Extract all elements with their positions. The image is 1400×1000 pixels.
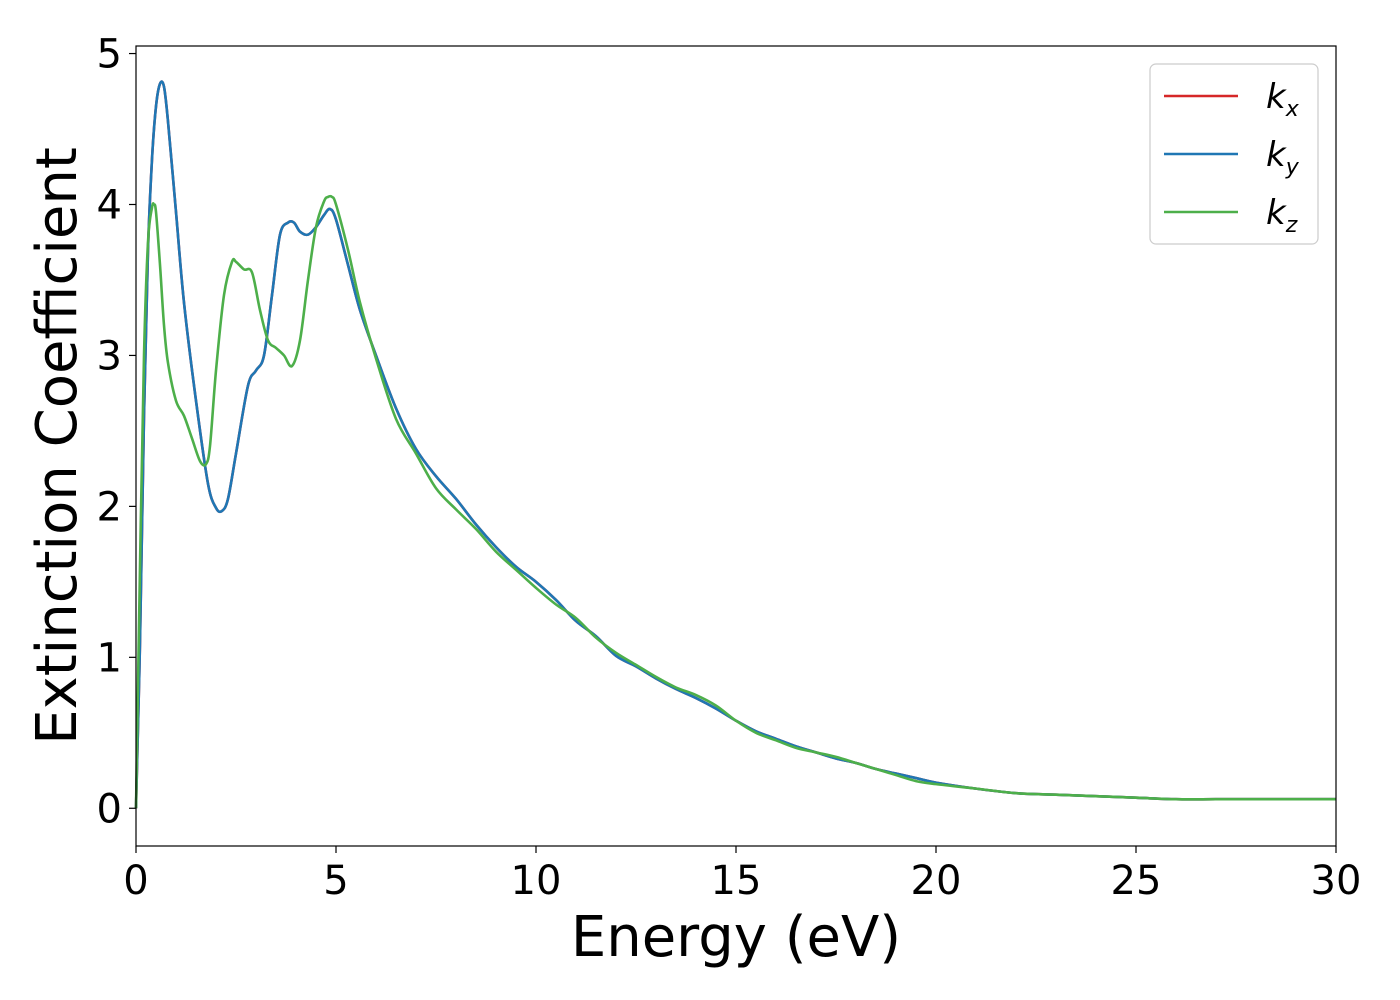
x-tick-label: 10 (511, 858, 562, 904)
y-tick-label: 4 (97, 182, 122, 228)
legend-label-ky: ky (1266, 135, 1300, 180)
y-tick-label: 5 (97, 32, 122, 78)
x-tick-label: 25 (1111, 858, 1162, 904)
axis-ticks: 0 5 10 15 20 25 30 0 1 2 3 4 5 (97, 32, 1362, 904)
y-tick-label: 1 (97, 635, 122, 681)
x-tick-label: 30 (1311, 858, 1362, 904)
x-tick-label: 15 (711, 858, 762, 904)
y-tick-label: 3 (97, 333, 122, 379)
legend: kx ky kz (1149, 63, 1319, 245)
x-tick-label: 20 (911, 858, 962, 904)
y-axis-label: Extinction Coefficient (25, 147, 90, 745)
y-tick-label: 2 (97, 484, 122, 530)
legend-label-kx: kx (1266, 77, 1300, 122)
series-lines (134, 80, 1336, 809)
series-line-kz (134, 194, 1336, 809)
series-line-ky (134, 80, 1336, 809)
x-axis-label: Energy (eV) (571, 905, 901, 970)
y-tick-label: 0 (97, 786, 122, 832)
legend-label-kz: kz (1266, 193, 1298, 238)
x-tick-label: 0 (123, 858, 148, 904)
x-tick-label: 5 (323, 858, 348, 904)
